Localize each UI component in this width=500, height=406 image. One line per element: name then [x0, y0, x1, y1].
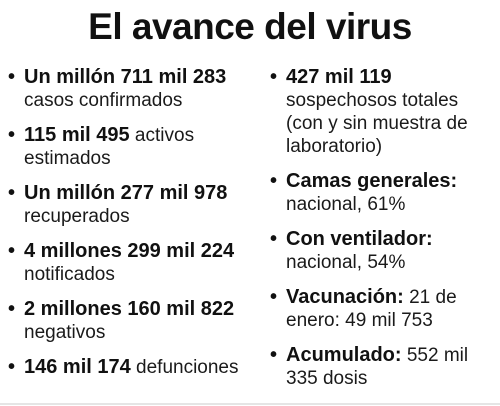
- stat-value: 2 millones 160 mil 822: [24, 298, 235, 320]
- stat-value: Con ventilador:: [286, 228, 433, 250]
- right-column: • 427 mil 119 sospechosos totales (con y…: [270, 66, 496, 402]
- left-column: • Un millón 711 mil 283 casos confirmado…: [8, 66, 270, 391]
- stat-item-ventilator: • Con ventilador: nacional, 54%: [270, 228, 496, 274]
- stat-value: Acumulado:: [286, 344, 402, 366]
- stat-label: sospechosos totales (con y sin muestra d…: [286, 90, 468, 157]
- stat-value: 427 mil 119: [286, 66, 392, 88]
- stat-item-general-beds: • Camas generales: nacional, 61%: [270, 170, 496, 216]
- stat-item-vaccination: • Vacunación: 21 de enero: 49 mil 753: [270, 286, 496, 332]
- stat-label: casos confirmados: [24, 90, 183, 111]
- stat-value: 146 mil 174: [24, 356, 131, 378]
- bottom-divider: [0, 403, 500, 405]
- stat-item-notified: • 4 millones 299 mil 224 notificados: [8, 240, 270, 286]
- stat-item-confirmed: • Un millón 711 mil 283 casos confirmado…: [8, 66, 270, 112]
- stat-label: nacional, 54%: [286, 252, 406, 273]
- bullet-icon: •: [8, 124, 16, 146]
- stat-label: activos estimados: [24, 125, 195, 169]
- bullet-icon: •: [270, 170, 278, 192]
- stat-item-active: • 115 mil 495 activos estimados: [8, 124, 270, 170]
- stat-value: Un millón 711 mil 283: [24, 66, 227, 88]
- stat-label: 552 mil 335 dosis: [286, 345, 469, 389]
- stat-item-accumulated: • Acumulado: 552 mil 335 dosis: [270, 344, 496, 390]
- bullet-icon: •: [8, 182, 16, 204]
- bullet-icon: •: [8, 240, 16, 262]
- stat-label: recuperados: [24, 206, 130, 227]
- bullet-icon: •: [8, 298, 16, 320]
- bullet-icon: •: [8, 356, 16, 378]
- bullet-icon: •: [270, 286, 278, 308]
- stat-label: 21 de enero: 49 mil 753: [286, 287, 457, 331]
- stat-label: negativos: [24, 322, 106, 343]
- stat-value: Camas generales:: [286, 170, 458, 192]
- stat-item-negative: • 2 millones 160 mil 822 negativos: [8, 298, 270, 344]
- stat-value: Un millón 277 mil 978: [24, 182, 228, 204]
- stat-value: 4 millones 299 mil 224: [24, 240, 235, 262]
- stat-item-recovered: • Un millón 277 mil 978 recuperados: [8, 182, 270, 228]
- stat-item-deaths: • 146 mil 174 defunciones: [8, 356, 270, 379]
- stat-label: notificados: [24, 264, 115, 285]
- stat-value: 115 mil 495: [24, 124, 130, 146]
- bullet-icon: •: [8, 66, 16, 88]
- bullet-icon: •: [270, 344, 278, 366]
- page-title: El avance del virus: [88, 6, 412, 47]
- bullet-icon: •: [270, 66, 278, 88]
- stat-item-suspected: • 427 mil 119 sospechosos totales (con y…: [270, 66, 496, 158]
- stat-label: defunciones: [130, 357, 239, 378]
- stat-label: nacional, 61%: [286, 194, 406, 215]
- stat-value: Vacunación:: [286, 286, 404, 308]
- bullet-icon: •: [270, 228, 278, 250]
